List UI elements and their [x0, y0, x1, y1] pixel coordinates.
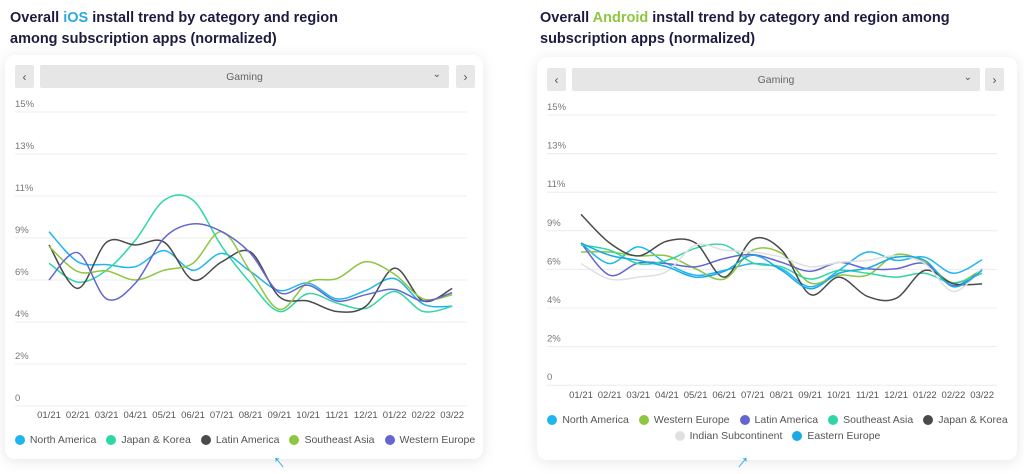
legend-item[interactable]: North America: [547, 414, 629, 426]
legend-label: Latin America: [754, 414, 819, 426]
legend-label: Japan & Korea: [121, 434, 191, 446]
legend-label: Southeast Asia: [304, 434, 375, 446]
chevron-down-icon: ⌄: [432, 69, 441, 80]
heading-prefix: Overall: [10, 10, 64, 26]
legend-swatch-icon: [14, 435, 25, 445]
android-chart-heading: Overall Android install trend by categor…: [540, 8, 960, 50]
ios-chart-legend: North America Japan & Korea Latin America S…: [10, 434, 480, 446]
heading-platform-android: Android: [592, 10, 649, 26]
ios-category-select[interactable]: Gaming ⌄: [40, 65, 449, 88]
legend-swatch-icon: [289, 435, 300, 445]
legend-item[interactable]: Japan & Korea: [923, 414, 1008, 426]
heading-suffix: install trend by category and region amo…: [10, 10, 338, 47]
legend-label: Eastern Europe: [807, 430, 881, 442]
legend-item[interactable]: Japan & Korea: [106, 434, 191, 446]
legend-item[interactable]: Southeast Asia: [289, 434, 375, 446]
chevron-right-icon: ›: [463, 69, 468, 84]
legend-swatch-icon: [638, 415, 649, 425]
legend-swatch-icon: [106, 435, 117, 445]
android-prev-category-button[interactable]: ‹: [547, 68, 566, 91]
selected-category: Gaming: [757, 73, 795, 86]
chevron-left-icon: ‹: [22, 69, 27, 84]
legend-swatch-icon: [547, 415, 558, 425]
legend-item[interactable]: Latin America: [200, 434, 280, 446]
ios-prev-category-button[interactable]: ‹: [15, 65, 34, 88]
legend-label: Japan & Korea: [938, 414, 1008, 426]
ios-chart-heading: Overall iOS install trend by category an…: [10, 8, 350, 50]
legend-label: Western Europe: [653, 414, 730, 426]
legend-label: Latin America: [215, 434, 280, 446]
heading-platform-ios: iOS: [63, 10, 89, 26]
android-category-select[interactable]: Gaming ⌄: [572, 68, 980, 91]
chevron-down-icon: ⌄: [963, 72, 972, 83]
selected-category: Gaming: [226, 70, 263, 83]
legend-label: Southeast Asia: [843, 414, 914, 426]
legend-swatch-icon: [792, 431, 803, 441]
legend-item[interactable]: Latin America: [739, 414, 819, 426]
android-chart-legend: North America Western Europe Latin America…: [545, 414, 1010, 442]
legend-swatch-icon: [384, 435, 395, 445]
heading-suffix: install trend by category and region amo…: [540, 10, 950, 47]
legend-label: North America: [562, 414, 629, 426]
legend-item[interactable]: Western Europe: [384, 434, 476, 446]
legend-label: Indian Subcontinent: [689, 430, 783, 442]
chevron-left-icon: ‹: [554, 72, 559, 87]
legend-item[interactable]: Southeast Asia: [828, 414, 913, 426]
ios-chart-card: [5, 55, 483, 459]
legend-label: North America: [29, 434, 97, 446]
android-next-category-button[interactable]: ›: [985, 68, 1004, 91]
legend-item[interactable]: North America: [14, 434, 97, 446]
legend-swatch-icon: [200, 435, 211, 445]
legend-item[interactable]: Western Europe: [638, 414, 730, 426]
android-chart-card: [537, 57, 1017, 460]
legend-label: Western Europe: [399, 434, 476, 446]
chevron-right-icon: ›: [992, 72, 997, 87]
legend-swatch-icon: [739, 415, 750, 425]
legend-swatch-icon: [674, 431, 685, 441]
ios-next-category-button[interactable]: ›: [456, 65, 475, 88]
legend-swatch-icon: [923, 415, 934, 425]
legend-swatch-icon: [828, 415, 839, 425]
heading-prefix: Overall: [540, 10, 593, 26]
legend-item[interactable]: Indian Subcontinent: [674, 430, 783, 442]
legend-item[interactable]: Eastern Europe: [792, 430, 880, 442]
